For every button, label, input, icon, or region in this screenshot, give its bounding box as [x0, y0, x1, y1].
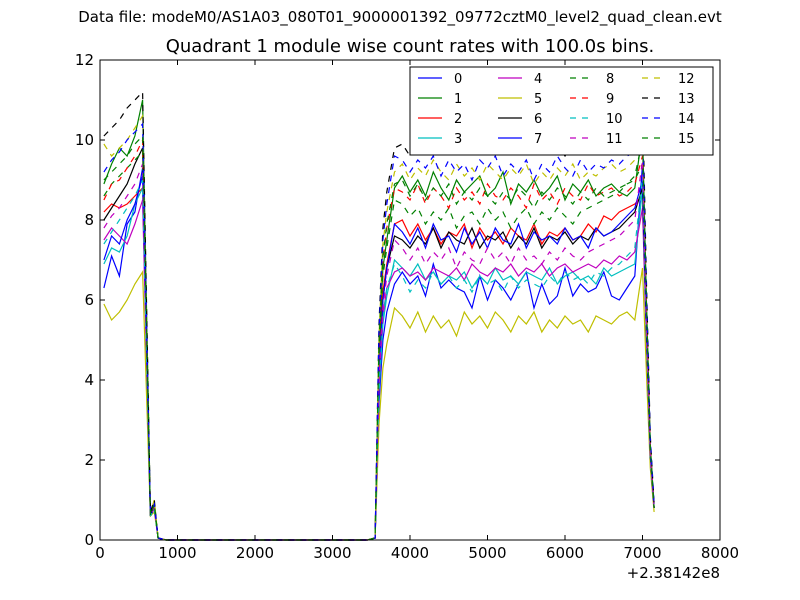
legend-label-14: 14: [678, 112, 695, 127]
figure-suptitle: Data file: modeM0/AS1A03_080T01_90000013…: [78, 8, 722, 26]
legend-label-3: 3: [454, 132, 462, 147]
legend-label-5: 5: [534, 92, 542, 107]
y-tick-label: 10: [75, 131, 94, 149]
legend-label-11: 11: [606, 132, 623, 147]
series-line-13: [103, 90, 655, 541]
legend-label-8: 8: [606, 72, 614, 87]
legend-label-0: 0: [454, 72, 462, 87]
y-tick-label: 2: [84, 451, 94, 469]
axis-ticks-layer: 0 1000 2000 3000 4000 5000 6000 7000 80000246810…: [75, 51, 739, 562]
series-line-12: [103, 114, 655, 541]
y-tick-label: 6: [84, 291, 94, 309]
legend-box: [409, 66, 714, 156]
series-line-14: [103, 122, 655, 541]
legend-label-10: 10: [606, 112, 623, 127]
series-line-15: [103, 134, 655, 541]
legend-label-7: 7: [534, 132, 542, 147]
legend-label-2: 2: [454, 112, 462, 127]
series-line-8: [103, 150, 655, 541]
x-tick-label: 7000: [623, 544, 661, 562]
series-line-10: [103, 175, 655, 541]
legend-label-15: 15: [678, 132, 695, 147]
x-offset-label: +2.38142e8: [627, 564, 720, 582]
legend-label-9: 9: [606, 92, 614, 107]
y-tick-label: 12: [75, 51, 94, 69]
x-tick-label: 3000: [313, 544, 351, 562]
series-lines-layer: [103, 90, 655, 541]
x-tick-label: 6000: [546, 544, 584, 562]
y-tick-label: 0: [84, 531, 94, 549]
x-tick-label: 8000: [701, 544, 739, 562]
legend-label-6: 6: [534, 112, 542, 127]
y-tick-label: 4: [84, 371, 94, 389]
x-tick-label: 1000: [158, 544, 196, 562]
chart-title: Quadrant 1 module wise count rates with …: [165, 36, 655, 57]
x-tick-label: 2000: [236, 544, 274, 562]
series-line-9: [103, 139, 655, 541]
x-tick-label: 5000: [468, 544, 506, 562]
y-tick-label: 8: [84, 211, 94, 229]
legend-label-1: 1: [454, 92, 462, 107]
x-tick-label: 4000: [391, 544, 429, 562]
legend-label-12: 12: [678, 72, 695, 87]
legend-label-13: 13: [678, 92, 695, 107]
x-tick-label: 0: [95, 544, 105, 562]
legend-label-4: 4: [534, 72, 542, 87]
